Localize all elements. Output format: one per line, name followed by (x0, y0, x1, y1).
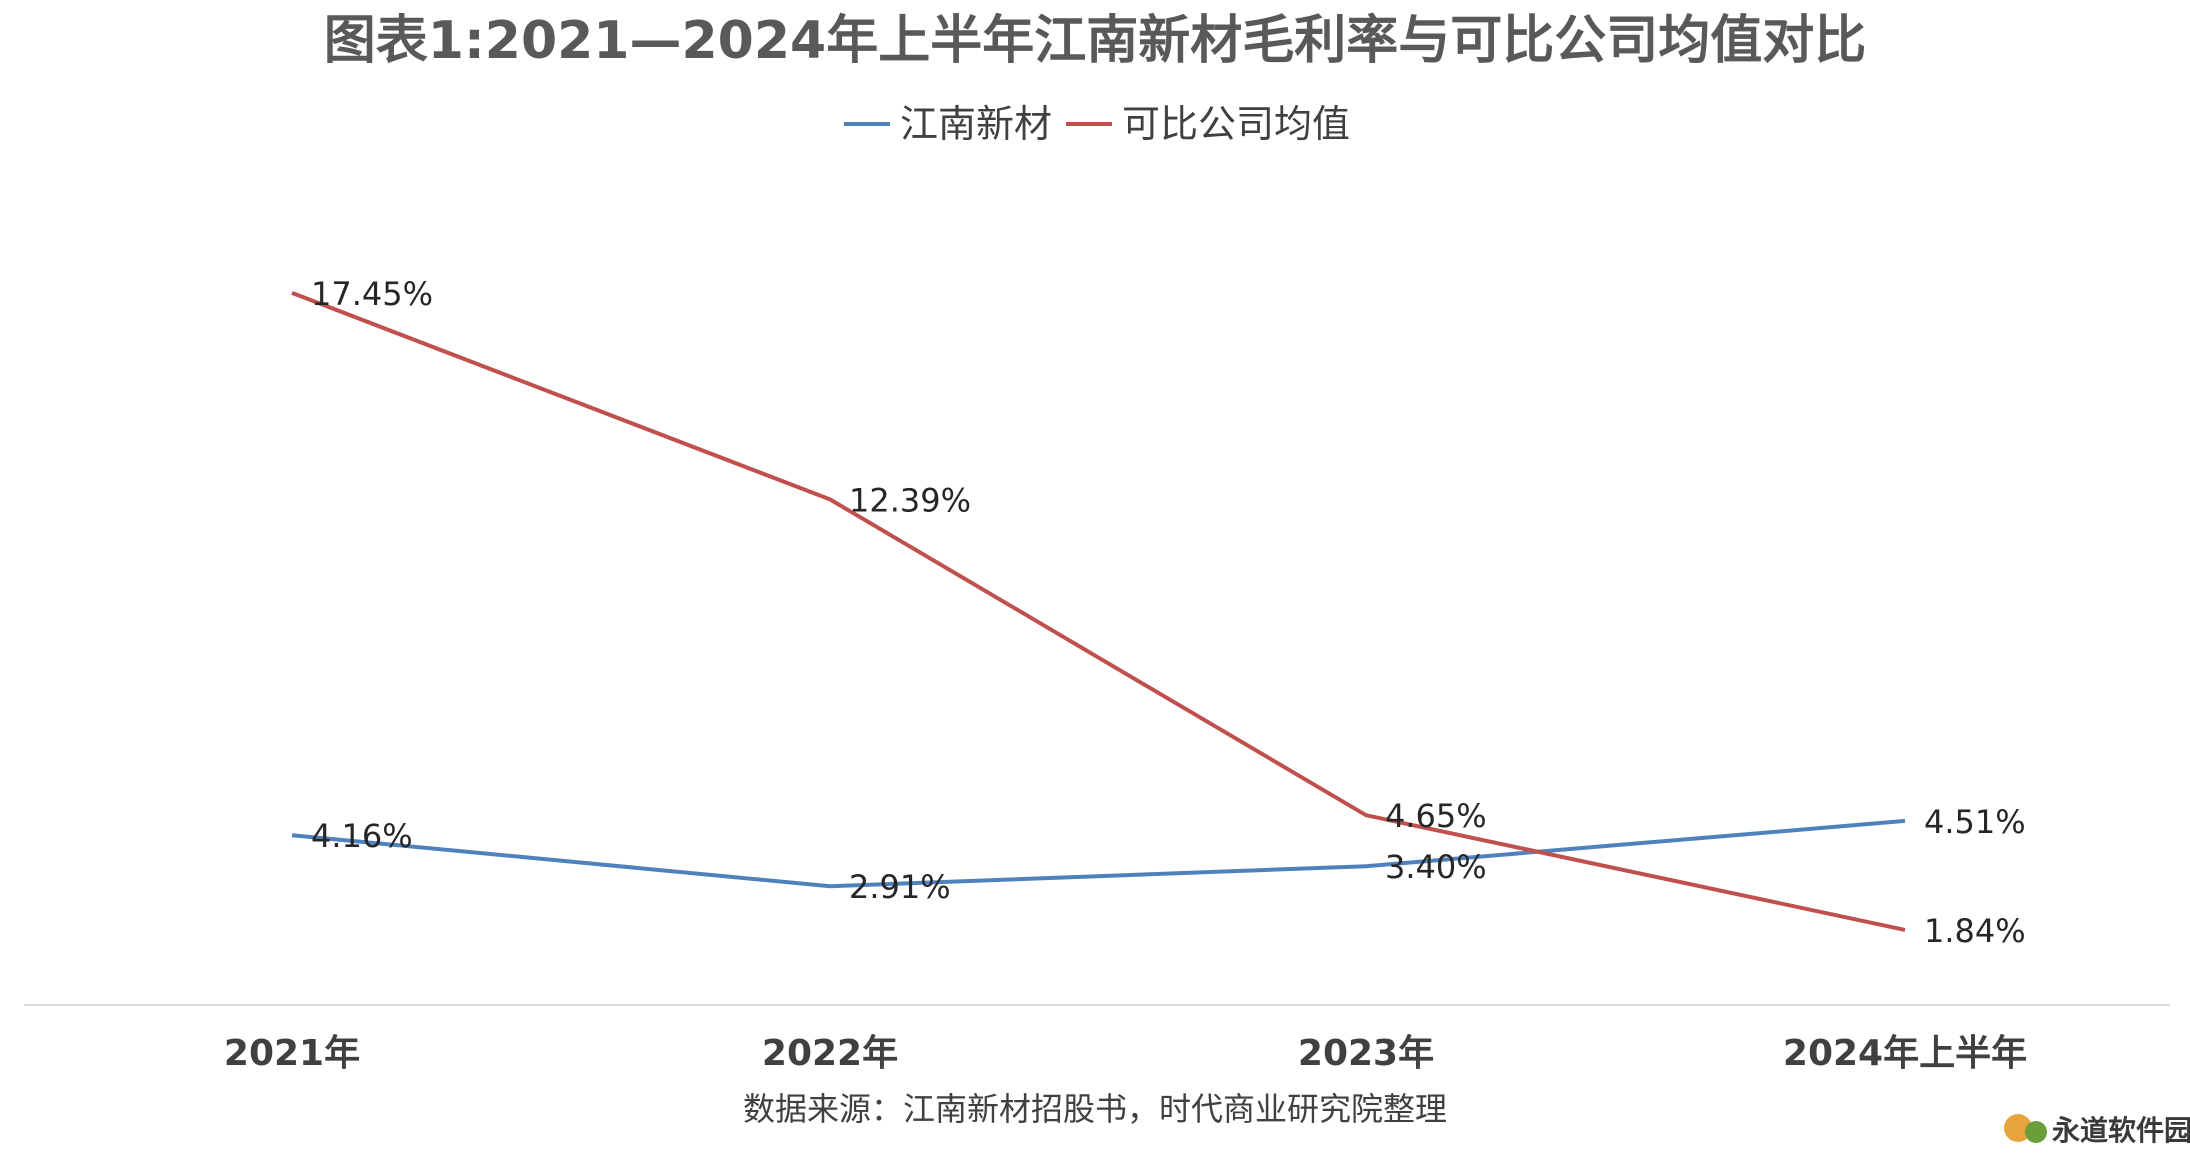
x-tick-label: 2022年 (762, 1033, 898, 1074)
x-axis-ticks: 2021年 2022年 2023年 2024年上半年 (224, 1033, 2027, 1074)
chart-title: 图表1:2021—2024年上半年江南新材毛利率与可比公司均值对比 (324, 11, 1866, 71)
series-line-peer-average (291, 291, 1906, 932)
source-note: 数据来源：江南新材招股书，时代商业研究院整理 (743, 1090, 1447, 1128)
legend-label-jiangnan: 江南新材 (900, 102, 1052, 146)
data-labels: 4.16% 2.91% 3.40% 4.51% 17.45% 12.39% 4.65% 1.8… (311, 275, 2026, 950)
data-label-peer-average: 1.84% (1924, 912, 2026, 950)
data-label-jiangnan: 3.40% (1385, 848, 1487, 886)
data-label-peer-average: 12.39% (849, 481, 971, 519)
data-label-peer-average: 4.65% (1385, 797, 1487, 835)
legend-label-peer-average: 可比公司均值 (1122, 102, 1350, 146)
data-label-peer-average: 17.45% (311, 275, 433, 313)
legend: 江南新材 可比公司均值 (844, 102, 1350, 146)
x-tick-label: 2021年 (224, 1033, 360, 1074)
data-label-jiangnan: 4.51% (1924, 803, 2026, 841)
watermark: 永道软件园 (2004, 1114, 2190, 1147)
x-tick-label: 2023年 (1298, 1033, 1434, 1074)
data-label-jiangnan: 4.16% (311, 817, 413, 855)
watermark-logo (2004, 1114, 2047, 1143)
series-lines (291, 291, 1906, 932)
x-tick-label: 2024年上半年 (1783, 1033, 2027, 1074)
data-label-jiangnan: 2.91% (849, 868, 951, 906)
watermark-text: 永道软件园 (2052, 1114, 2190, 1147)
series-line-jiangnan (291, 818, 1906, 889)
